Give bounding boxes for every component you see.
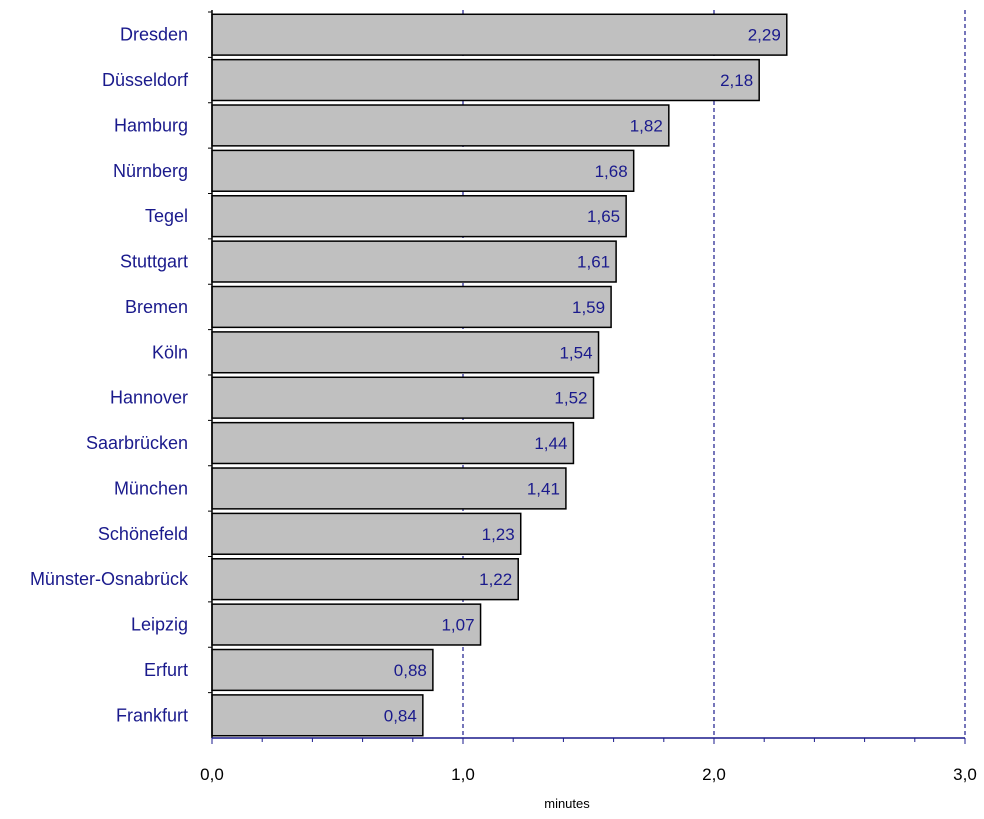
- data-label: 2,29: [748, 26, 781, 45]
- category-label: Schönefeld: [98, 524, 188, 544]
- bar: [211, 376, 595, 419]
- data-label: 1,68: [595, 162, 628, 181]
- data-label: 0,88: [394, 661, 427, 680]
- category-label: Stuttgart: [120, 252, 188, 272]
- category-label: Köln: [152, 342, 188, 362]
- category-label: Leipzig: [131, 615, 188, 635]
- value-labels: 2,29 2,18 1,82 1,68 1,65 1,61 1,59 1,54 1,52 1,44…: [384, 26, 781, 726]
- data-label: 2,18: [720, 71, 753, 90]
- x-tick-label: 0,0: [200, 765, 224, 784]
- x-tick-labels: 0,0 1,0 2,0 3,0: [200, 765, 977, 784]
- bar: [211, 603, 482, 646]
- data-label: 1,52: [554, 389, 587, 408]
- bar: [211, 58, 760, 102]
- x-tick-label: 2,0: [702, 765, 726, 784]
- x-tick-label: 3,0: [953, 765, 977, 784]
- data-label: 1,54: [559, 343, 592, 362]
- bar: [211, 421, 575, 465]
- bar: [211, 331, 600, 374]
- category-label: Frankfurt: [116, 705, 188, 725]
- category-label: Erfurt: [144, 660, 188, 680]
- data-label: 1,82: [630, 116, 663, 135]
- data-label: 1,59: [572, 298, 605, 317]
- bar: [211, 467, 567, 510]
- data-label: 1,65: [587, 207, 620, 226]
- data-label: 1,41: [527, 479, 560, 498]
- category-label: München: [114, 478, 188, 498]
- category-label: Bremen: [125, 297, 188, 317]
- data-label: 1,23: [482, 525, 515, 544]
- bar: [211, 558, 519, 601]
- category-labels: Dresden Düsseldorf Hamburg Nürnberg Tegel Stu…: [30, 25, 189, 726]
- bar: [211, 512, 522, 555]
- bar: [211, 285, 612, 329]
- category-label: Nürnberg: [113, 161, 188, 181]
- data-label: 1,22: [479, 570, 512, 589]
- data-label: 1,44: [534, 434, 567, 453]
- data-label: 1,61: [577, 253, 610, 272]
- bar: [211, 104, 670, 147]
- category-label: Münster-Osnabrück: [30, 569, 189, 589]
- bars: [211, 13, 788, 737]
- data-label: 0,84: [384, 706, 417, 725]
- category-label: Dresden: [120, 25, 188, 45]
- bar: [211, 240, 617, 283]
- category-label: Saarbrücken: [86, 433, 188, 453]
- bar: [211, 195, 627, 238]
- axes: [208, 10, 966, 744]
- bar: [211, 694, 424, 737]
- data-label: 1,07: [441, 616, 474, 635]
- category-label: Tegel: [145, 206, 188, 226]
- bar: [211, 149, 635, 192]
- x-tick-label: 1,0: [451, 765, 475, 784]
- category-label: Hamburg: [114, 115, 188, 135]
- category-label: Düsseldorf: [102, 70, 189, 90]
- x-axis-title: minutes: [544, 796, 590, 811]
- category-label: Hannover: [110, 388, 188, 408]
- bar: [211, 13, 788, 56]
